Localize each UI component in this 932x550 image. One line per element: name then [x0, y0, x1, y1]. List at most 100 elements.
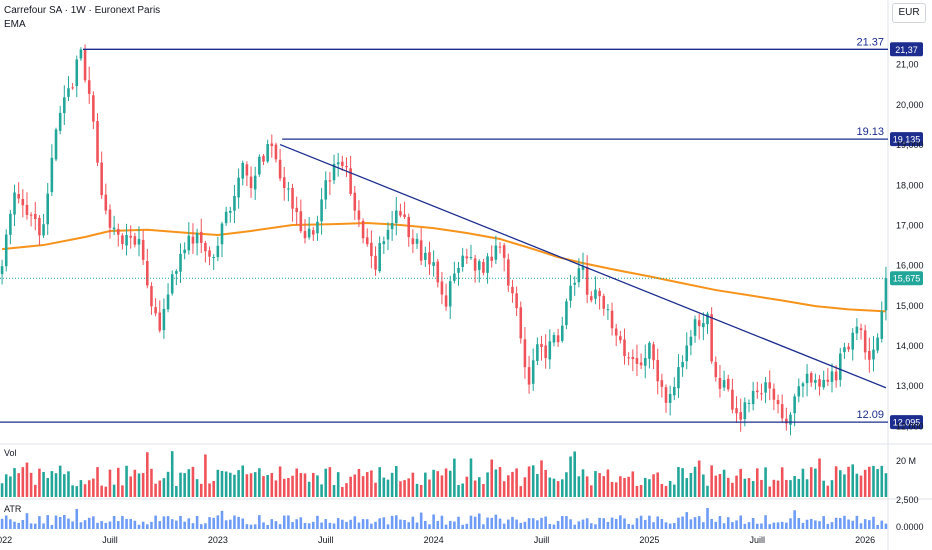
atr-bar: [154, 515, 157, 529]
candle-body: [274, 144, 278, 160]
candle-body: [146, 261, 149, 286]
atr-bar: [760, 523, 763, 529]
volume-bar: [150, 468, 153, 497]
volume-bar: [515, 468, 518, 497]
volume-bar: [681, 468, 684, 497]
volume-bar: [552, 478, 556, 497]
candle-body: [320, 199, 323, 222]
volume-bar: [677, 466, 680, 497]
atr-bar: [743, 523, 747, 529]
candle-body: [96, 121, 99, 163]
atr-bar: [494, 514, 498, 529]
candle-body: [801, 383, 805, 387]
volume-bar: [847, 466, 850, 497]
candle-body: [814, 380, 817, 383]
candle-body: [50, 157, 54, 193]
atr-bar: [270, 519, 274, 529]
ema-indicator-label[interactable]: EMA: [4, 19, 26, 30]
volume-bar: [486, 472, 489, 497]
candle-body: [776, 399, 780, 405]
candle-body: [706, 313, 709, 325]
candle-body: [303, 231, 307, 239]
volume-bar: [714, 475, 718, 497]
volume-bar: [17, 473, 20, 497]
candle-body: [702, 323, 705, 328]
atr-bar: [46, 515, 50, 529]
atr-bar: [726, 517, 730, 529]
volume-bar: [710, 465, 713, 497]
volume-layer: Vol 20 M: [0, 448, 916, 497]
atr-bar: [175, 520, 178, 529]
atr-bar: [361, 519, 365, 529]
candle-body: [415, 238, 419, 244]
candle-body: [170, 274, 174, 294]
volume-bar: [79, 480, 83, 497]
atr-bar: [623, 518, 626, 529]
candle-body: [689, 336, 693, 346]
candle-body: [847, 346, 850, 350]
currency-selector[interactable]: EUR: [892, 3, 926, 23]
volume-bar: [100, 485, 103, 497]
volume-bar: [253, 472, 257, 497]
volume-bar: [345, 483, 348, 497]
volume-bar: [668, 480, 672, 497]
atr-bar: [797, 518, 801, 529]
volume-bar: [531, 465, 535, 497]
volume-bar: [689, 472, 693, 497]
volume-bar: [751, 481, 755, 497]
trendline[interactable]: [279, 143, 887, 389]
candle-body: [809, 373, 813, 383]
candle-body: [224, 211, 228, 224]
candle-body: [428, 252, 431, 265]
atr-bar: [809, 518, 813, 529]
atr-bar: [137, 524, 141, 529]
candle-body: [477, 261, 481, 270]
candle-body: [253, 175, 257, 190]
volume-bar: [760, 479, 763, 497]
atr-bar: [527, 518, 531, 529]
candle-body: [444, 295, 448, 307]
volume-bar: [548, 477, 552, 497]
atr-bar: [830, 522, 834, 529]
candle-body: [432, 262, 435, 266]
volume-bar: [216, 469, 220, 497]
candle-body: [324, 180, 328, 200]
atr-bar: [282, 515, 286, 529]
volume-bar: [868, 466, 871, 497]
candle-body: [565, 301, 568, 326]
candle-body: [714, 362, 718, 378]
volume-bar: [361, 476, 365, 497]
atr-bar: [75, 508, 79, 529]
atr-bar: [195, 516, 199, 529]
level-price-tag-text: 21,37: [895, 45, 918, 55]
volume-bar: [399, 481, 402, 497]
volume-bar: [415, 483, 419, 497]
candle-body: [237, 177, 240, 198]
atr-bar: [92, 516, 95, 529]
candle-body: [179, 253, 182, 272]
candle-body: [419, 240, 423, 261]
time-axis-tick: 2026: [855, 535, 875, 545]
candle-body: [258, 156, 261, 175]
volume-bar: [706, 485, 709, 497]
volume-bar: [38, 468, 41, 497]
volume-bar: [175, 486, 178, 497]
candle-body: [673, 386, 676, 396]
candle-body: [656, 359, 659, 382]
volume-bar: [249, 473, 253, 497]
atr-bar: [598, 517, 601, 529]
atr-bar: [287, 515, 290, 529]
last-price-tag: [890, 271, 923, 286]
atr-bar: [764, 515, 767, 529]
price-axis-tick: 15,000: [896, 301, 924, 311]
volume-bar: [274, 480, 278, 497]
atr-bar: [262, 522, 265, 529]
volume-bar: [349, 476, 352, 497]
atr-bar: [772, 522, 776, 529]
atr-bar: [838, 518, 842, 529]
candle-body: [772, 388, 776, 400]
candle-body: [793, 396, 796, 414]
volume-bar: [482, 484, 485, 497]
atr-bar: [448, 520, 452, 529]
